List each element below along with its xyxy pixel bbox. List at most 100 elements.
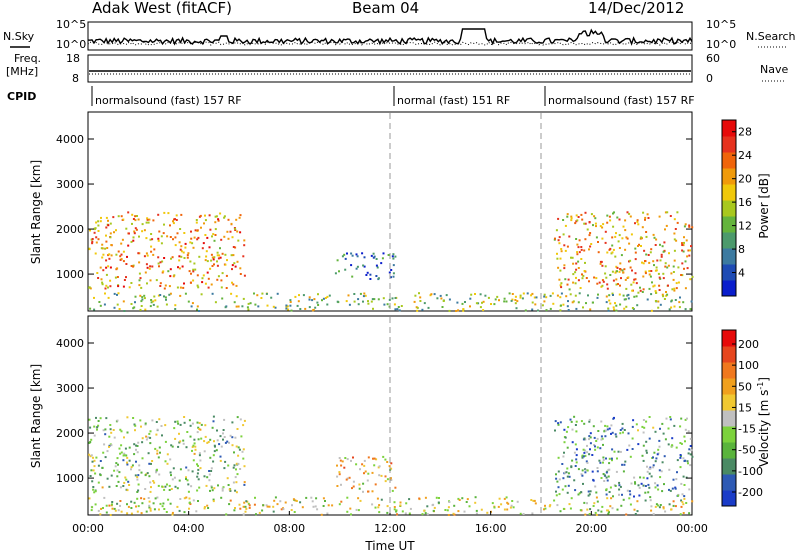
power-return-3-318 (669, 215, 672, 217)
velocity-return-0-321 (232, 466, 235, 469)
power-return-1-102 (562, 303, 565, 306)
velocity-return-1-205 (314, 505, 317, 508)
velocity-return-1-59 (453, 504, 456, 507)
nsearch-tick-low: 10^0 (706, 38, 736, 51)
velocity-return-0-251 (200, 423, 203, 426)
power-return-2-19 (346, 252, 348, 255)
velocity-return-1-190 (248, 504, 251, 507)
power-return-3-212 (683, 236, 685, 239)
velocity-return-1-177 (505, 496, 508, 499)
velocity-return-0-306 (122, 485, 125, 487)
velocity-return-1-105 (178, 509, 181, 512)
velocity-return-1-150 (458, 499, 461, 501)
power-return-0-264 (122, 218, 125, 221)
velocity-return-3-58 (687, 430, 690, 433)
velocity-return-3-180 (582, 482, 584, 485)
velocity-return-2-28 (390, 467, 393, 470)
power-return-3-302 (590, 243, 593, 245)
velocity-return-1-286 (346, 510, 349, 513)
velocity-return-3-149 (661, 490, 664, 493)
power-return-0-294 (148, 267, 151, 270)
velocity-return-0-185 (198, 454, 201, 457)
velocity-return-3-266 (591, 454, 594, 456)
velocity-return-3-43 (652, 464, 655, 467)
power-return-1-269 (168, 293, 171, 296)
power-return-0-122 (125, 263, 128, 265)
power-return-1-19 (623, 307, 626, 310)
power-return-1-293 (153, 295, 156, 298)
velocity-return-3-272 (583, 437, 586, 440)
power-return-0-223 (219, 212, 222, 215)
power-return-3-166 (581, 273, 583, 276)
power-colorbar-band-10 (722, 120, 736, 137)
nsky-label: N.Sky (3, 30, 35, 43)
power-return-1-129 (519, 296, 522, 299)
velocity-return-0-36 (191, 470, 194, 473)
power-ytick-label-1: 2000 (56, 223, 84, 236)
velocity-return-3-252 (557, 456, 560, 459)
power-ytick-label-0: 1000 (56, 268, 84, 281)
velocity-return-0-35 (119, 486, 122, 489)
power-return-3-317 (611, 251, 614, 254)
power-return-2-21 (380, 262, 383, 265)
power-return-3-196 (595, 225, 597, 228)
power-return-1-196 (684, 308, 687, 311)
velocity-return-1-287 (91, 506, 94, 509)
velocity-return-3-157 (604, 435, 607, 438)
velocity-return-0-241 (117, 463, 119, 466)
velocity-return-0-237 (217, 484, 219, 487)
velocity-return-1-160 (148, 504, 151, 507)
velocity-return-1-96 (279, 500, 282, 503)
power-return-0-135 (233, 262, 236, 265)
velocity-return-0-261 (120, 444, 123, 447)
power-return-3-292 (612, 212, 614, 215)
power-return-3-139 (577, 267, 580, 269)
velocity-return-0-72 (141, 441, 144, 444)
velocity-return-0-100 (179, 423, 182, 426)
velocity-return-0-184 (137, 489, 140, 492)
power-return-0-340 (125, 276, 127, 279)
velocity-return-2-32 (394, 486, 397, 489)
power-return-0-216 (223, 235, 226, 238)
power-return-0-60 (202, 274, 205, 277)
power-return-3-316 (595, 236, 598, 239)
power-return-1-97 (565, 295, 568, 298)
velocity-return-3-122 (585, 469, 588, 471)
power-return-3-236 (626, 211, 629, 214)
velocity-return-3-138 (684, 440, 686, 443)
power-return-0-54 (107, 286, 109, 289)
power-return-3-320 (580, 248, 583, 251)
power-return-0-222 (109, 222, 112, 225)
velocity-return-1-46 (90, 509, 93, 512)
power-return-0-8 (144, 271, 147, 274)
power-return-3-255 (614, 235, 617, 238)
power-return-3-283 (634, 251, 637, 254)
power-return-1-28 (382, 297, 385, 300)
velocity-return-3-244 (563, 428, 566, 431)
velocity-return-0-298 (221, 487, 224, 490)
velocity-return-3-246 (602, 461, 604, 464)
velocity-return-0-101 (231, 421, 234, 424)
velocity-return-3-326 (574, 443, 577, 446)
velocity-return-0-329 (144, 474, 147, 477)
velocity-return-3-85 (679, 454, 682, 456)
power-return-0-278 (214, 234, 217, 236)
power-return-3-211 (577, 246, 580, 249)
power-return-0-93 (227, 237, 230, 240)
velocity-return-3-296 (604, 429, 607, 432)
power-return-0-166 (211, 256, 214, 259)
power-return-1-277 (247, 308, 250, 311)
velocity-return-1-159 (569, 507, 572, 510)
power-return-3-237 (683, 241, 685, 244)
power-return-3-37 (611, 236, 614, 239)
velocity-return-0-327 (128, 484, 131, 486)
velocity-return-3-205 (638, 486, 641, 489)
power-return-3-36 (577, 260, 580, 263)
power-return-1-49 (582, 306, 584, 309)
velocity-return-3-305 (589, 436, 592, 439)
power-return-3-251 (645, 253, 648, 256)
velocity-return-0-212 (116, 469, 119, 472)
power-return-3-190 (619, 268, 622, 271)
nsearch-label: N.Search (746, 30, 796, 43)
velocity-return-1-182 (516, 500, 519, 503)
